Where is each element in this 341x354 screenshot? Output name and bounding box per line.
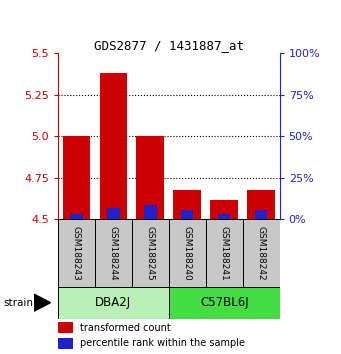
Bar	[107, 208, 120, 219]
Bar	[95, 219, 132, 287]
Text: C57BL6J: C57BL6J	[200, 296, 249, 309]
Bar	[136, 136, 164, 219]
Bar	[255, 210, 267, 219]
Bar	[58, 287, 169, 319]
Bar	[58, 322, 74, 333]
Text: GSM188242: GSM188242	[257, 226, 266, 280]
Bar	[206, 219, 243, 287]
Bar	[243, 219, 280, 287]
Bar	[58, 219, 95, 287]
Text: GSM188245: GSM188245	[146, 226, 155, 280]
Polygon shape	[34, 294, 50, 311]
Text: DBA2J: DBA2J	[95, 296, 131, 309]
Text: GSM188244: GSM188244	[109, 226, 118, 280]
Bar	[132, 219, 169, 287]
Bar	[218, 214, 231, 219]
Bar	[247, 189, 275, 219]
Text: GSM188241: GSM188241	[220, 226, 229, 280]
Text: strain: strain	[3, 298, 33, 308]
Bar	[70, 214, 83, 219]
Text: GSM188240: GSM188240	[183, 226, 192, 280]
Bar	[169, 287, 280, 319]
Title: GDS2877 / 1431887_at: GDS2877 / 1431887_at	[94, 39, 244, 52]
Bar	[100, 73, 127, 219]
Bar	[210, 200, 238, 219]
Text: percentile rank within the sample: percentile rank within the sample	[80, 338, 245, 348]
Bar	[58, 338, 74, 349]
Bar	[63, 136, 90, 219]
Text: GSM188243: GSM188243	[72, 226, 81, 280]
Bar	[169, 219, 206, 287]
Text: transformed count: transformed count	[80, 322, 171, 332]
Bar	[144, 205, 157, 219]
Bar	[181, 210, 193, 219]
Bar	[174, 189, 201, 219]
